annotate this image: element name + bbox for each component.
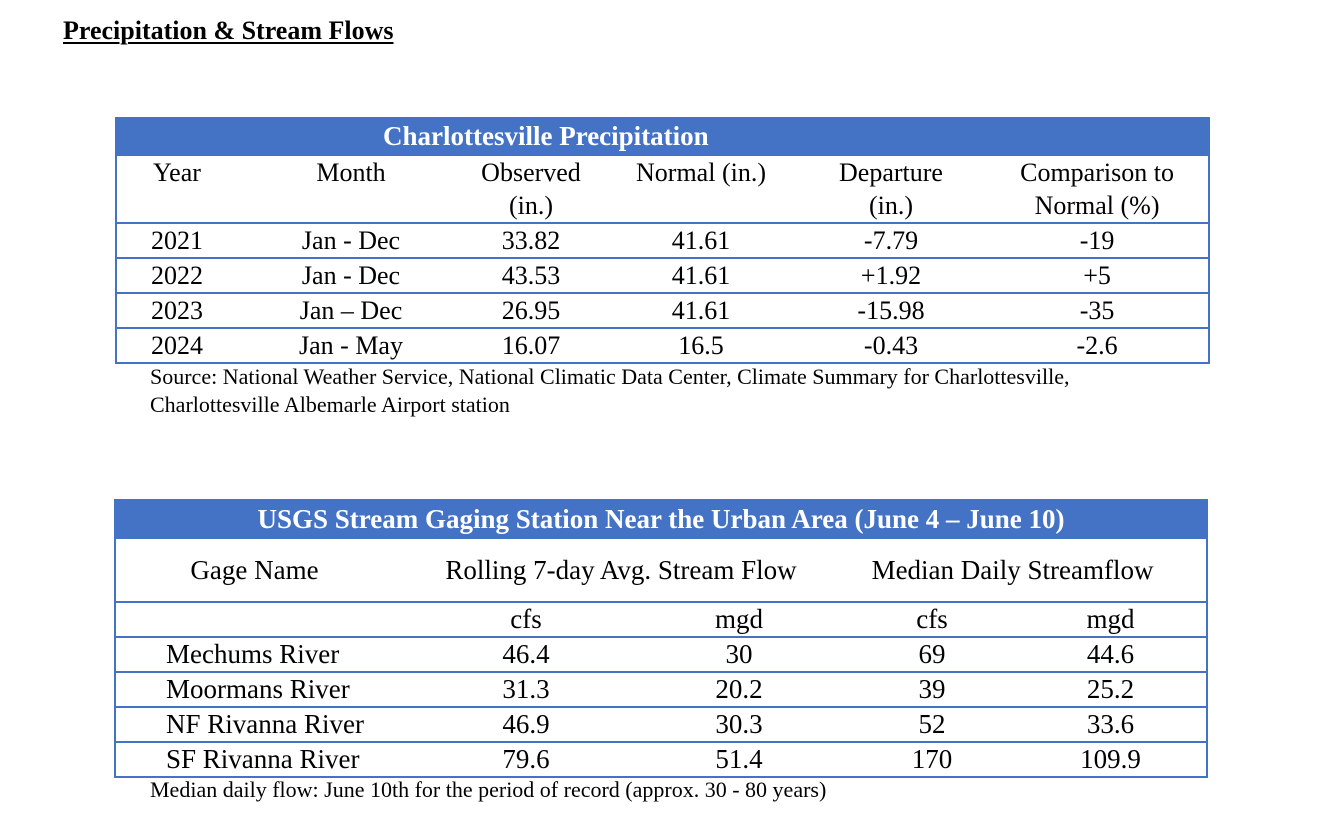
cell-median-mgd: 33.6 [1015,706,1208,742]
cell-median-cfs: 39 [849,671,1015,707]
cell-observed: 33.82 [456,222,606,258]
stream-header-row: Gage Name Rolling 7-day Avg. Stream Flow… [115,537,1208,602]
cell-normal: 41.61 [606,222,796,258]
cell-comparison: -19 [986,222,1210,258]
header-month: Month [246,154,456,223]
table-row: 2021 Jan - Dec 33.82 41.61 -7.79 -19 [116,222,1210,258]
precipitation-header-row: Year Month Observed (in.) Normal (in.) D… [116,154,1210,223]
page-title: Precipitation & Stream Flows [63,16,394,45]
cell-year: 2024 [116,327,246,363]
header-median-flow: Median Daily Streamflow [849,537,1208,602]
cell-month: Jan – Dec [246,292,456,328]
header-comparison-line1: Comparison to [1020,158,1174,187]
cell-month: Jan - May [246,327,456,363]
cell-normal: 41.61 [606,292,796,328]
header-observed-line2: (in.) [508,191,554,220]
table-row: NF Rivanna River 46.9 30.3 52 33.6 [115,706,1208,742]
header-departure: Departure (in.) [796,154,986,223]
table-row: 2024 Jan - May 16.07 16.5 -0.43 -2.6 [116,327,1210,363]
cell-departure: -7.79 [796,222,986,258]
cell-observed: 26.95 [456,292,606,328]
cell-departure: -15.98 [796,292,986,328]
source-line-2: Charlottesville Albemarle Airport statio… [150,392,510,417]
header-normal: Normal (in.) [606,154,796,223]
cell-median-mgd: 44.6 [1015,636,1208,672]
cell-gage-name: Moormans River [115,671,423,707]
cell-month: Jan - Dec [246,222,456,258]
cell-observed: 16.07 [456,327,606,363]
header-departure-line2: (in.) [868,191,914,220]
units-median-mgd: mgd [1015,601,1208,637]
table-row: 2023 Jan – Dec 26.95 41.61 -15.98 -35 [116,292,1210,328]
precipitation-table: Charlottesville Precipitation Year Month… [115,117,1211,364]
cell-normal: 16.5 [606,327,796,363]
cell-comparison: -2.6 [986,327,1210,363]
cell-comparison: +5 [986,257,1210,293]
cell-rolling-mgd: 20.2 [629,671,849,707]
cell-year: 2022 [116,257,246,293]
cell-departure: +1.92 [796,257,986,293]
cell-median-cfs: 170 [849,741,1015,777]
units-rolling-cfs: cfs [423,601,629,637]
cell-observed: 43.53 [456,257,606,293]
precipitation-banner: Charlottesville Precipitation [116,117,1210,155]
cell-rolling-mgd: 30 [629,636,849,672]
cell-gage-name: NF Rivanna River [115,706,423,742]
cell-median-mgd: 109.9 [1015,741,1208,777]
cell-gage-name: Mechums River [115,636,423,672]
cell-rolling-mgd: 30.3 [629,706,849,742]
stream-gaging-table: USGS Stream Gaging Station Near the Urba… [114,499,1209,778]
header-observed: Observed (in.) [456,154,606,223]
header-comparison-line2: Normal (%) [1034,191,1160,220]
table-row: 2022 Jan - Dec 43.53 41.61 +1.92 +5 [116,257,1210,293]
header-year: Year [116,154,246,223]
cell-rolling-cfs: 31.3 [423,671,629,707]
table-row: SF Rivanna River 79.6 51.4 170 109.9 [115,741,1208,777]
table-row: Moormans River 31.3 20.2 39 25.2 [115,671,1208,707]
cell-gage-name: SF Rivanna River [115,741,423,777]
units-blank [115,601,423,637]
header-departure-line1: Departure [839,158,943,187]
cell-month: Jan - Dec [246,257,456,293]
table-row: Mechums River 46.4 30 69 44.6 [115,636,1208,672]
cell-median-cfs: 52 [849,706,1015,742]
stream-units-row: cfs mgd cfs mgd [115,601,1208,637]
stream-banner: USGS Stream Gaging Station Near the Urba… [115,499,1208,538]
cell-rolling-cfs: 79.6 [423,741,629,777]
header-gage-name: Gage Name [115,537,423,602]
cell-year: 2021 [116,222,246,258]
header-observed-line1: Observed [481,158,581,187]
cell-rolling-cfs: 46.4 [423,636,629,672]
source-line-1: Source: National Weather Service, Nation… [150,364,1070,389]
precipitation-source-note: Source: National Weather Service, Nation… [150,363,1210,419]
header-comparison: Comparison to Normal (%) [986,154,1210,223]
cell-median-cfs: 69 [849,636,1015,672]
units-median-cfs: cfs [849,601,1015,637]
cell-normal: 41.61 [606,257,796,293]
median-flow-note: Median daily flow: June 10th for the per… [150,777,827,802]
cell-departure: -0.43 [796,327,986,363]
cell-median-mgd: 25.2 [1015,671,1208,707]
cell-comparison: -35 [986,292,1210,328]
cell-rolling-cfs: 46.9 [423,706,629,742]
cell-rolling-mgd: 51.4 [629,741,849,777]
cell-year: 2023 [116,292,246,328]
header-rolling-flow: Rolling 7-day Avg. Stream Flow [423,537,849,602]
units-rolling-mgd: mgd [629,601,849,637]
